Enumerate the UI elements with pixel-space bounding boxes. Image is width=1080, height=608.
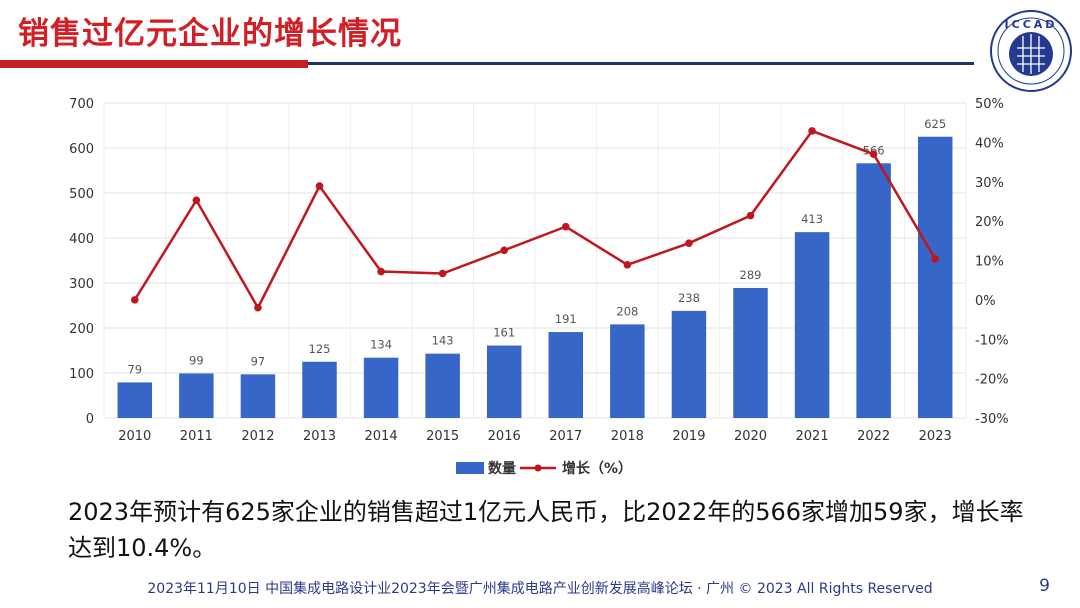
x-axis-tick-label: 2023 <box>919 429 952 444</box>
bar-data-label: 208 <box>616 304 638 318</box>
bar <box>548 332 584 418</box>
bar-data-label: 134 <box>370 338 392 352</box>
footer-text: 2023年11月10日 中国集成电路设计业2023年会暨广州集成电路产业创新发展… <box>147 581 933 597</box>
title-underline-navy <box>308 62 974 65</box>
legend-label-bars: 数量 <box>488 460 516 477</box>
bar-data-label: 238 <box>678 291 700 305</box>
x-axis-tick-label: 2015 <box>426 429 459 444</box>
growth-point <box>438 269 447 278</box>
bar <box>302 361 337 418</box>
growth-line <box>133 129 937 309</box>
legend-marker-growth <box>534 464 542 472</box>
x-axis-tick-label: 2011 <box>180 429 213 444</box>
bar <box>363 357 399 418</box>
right-axis-tick-label: -30% <box>975 412 1009 427</box>
growth-point <box>192 196 201 205</box>
logo-text: ICCAD <box>1005 18 1058 31</box>
bar <box>117 382 153 418</box>
growth-point <box>685 239 693 247</box>
bar-data-labels: 79 99 97 125 134 143 161 191 208 238 289 413 566 625 <box>127 117 946 377</box>
x-axis-tick-label: 2012 <box>241 429 274 444</box>
growth-point <box>623 261 632 269</box>
bar-data-label: 625 <box>924 117 946 131</box>
bar-series <box>117 136 953 418</box>
right-axis-ticks: -30% -20% -10% 0% 10% 20% 30% 40% 50% <box>975 97 1009 427</box>
growth-point <box>931 255 940 263</box>
line-series <box>130 127 940 312</box>
left-axis-tick-label: 0 <box>86 412 94 427</box>
bar-data-label: 191 <box>555 312 577 326</box>
bar-data-label: 289 <box>740 268 762 282</box>
left-axis-tick-label: 400 <box>69 232 94 247</box>
page-title: 销售过亿元企业的增长情况 <box>18 16 402 52</box>
x-axis-tick-label: 2014 <box>365 429 398 444</box>
x-axis-tick-label: 2017 <box>549 429 582 444</box>
bar <box>425 353 460 418</box>
bar-data-label: 125 <box>309 342 331 356</box>
right-axis-tick-label: 20% <box>975 215 1004 230</box>
grid-lines <box>103 102 967 419</box>
bar-data-label: 99 <box>189 353 204 367</box>
bar-data-label: 79 <box>127 362 142 376</box>
growth-point <box>746 211 755 220</box>
title-underline-red <box>0 60 308 68</box>
bar <box>856 163 891 418</box>
x-axis-tick-label: 2021 <box>796 429 829 444</box>
iccad-logo: ICCAD <box>990 10 1072 92</box>
right-axis-tick-label: 30% <box>975 176 1004 191</box>
bar-data-label: 566 <box>863 143 885 157</box>
left-axis-tick-label: 600 <box>69 142 94 157</box>
summary-text: 2023年预计有625家企业的销售超过1亿元人民币，比2022年的566家增加5… <box>68 498 1024 562</box>
left-axis-tick-label: 500 <box>69 187 94 202</box>
bar <box>610 324 645 418</box>
right-axis-tick-label: 10% <box>975 255 1004 270</box>
x-axis-tick-label: 2019 <box>672 429 705 444</box>
left-axis-tick-label: 100 <box>69 367 94 382</box>
bar <box>671 310 707 418</box>
chart-legend: 数量 增长（%） <box>456 460 632 477</box>
left-axis-tick-label: 700 <box>69 97 94 112</box>
growth-point <box>377 267 385 276</box>
right-axis-tick-label: 40% <box>975 136 1004 151</box>
bar-data-label: 161 <box>493 326 515 340</box>
right-axis-tick-label: -10% <box>975 333 1009 348</box>
right-axis-tick-label: 50% <box>975 97 1004 112</box>
bar <box>794 232 830 418</box>
legend-label-growth: 增长（%） <box>562 460 632 477</box>
bar <box>733 287 768 418</box>
page-number: 9 <box>1039 576 1050 596</box>
x-axis-tick-label: 2016 <box>488 429 521 444</box>
bar <box>486 345 522 418</box>
right-axis-tick-label: -20% <box>975 373 1009 388</box>
bar <box>240 374 276 418</box>
x-axis-tick-label: 2018 <box>611 429 644 444</box>
growth-point <box>869 150 878 158</box>
bar-data-label: 97 <box>251 354 266 368</box>
growth-point <box>130 296 139 304</box>
growth-point <box>315 182 324 190</box>
legend-swatch-bars <box>456 462 484 474</box>
chart: 0 100 200 300 400 500 600 700 -30% -20% -10% 0% 10%… <box>69 97 1009 477</box>
growth-point <box>808 127 816 135</box>
growth-point <box>561 222 570 231</box>
x-axis-tick-label: 2010 <box>118 429 151 444</box>
growth-point <box>500 246 509 255</box>
x-axis-tick-label: 2022 <box>857 429 890 444</box>
right-axis-tick-label: 0% <box>975 294 996 309</box>
left-axis-tick-label: 300 <box>69 277 94 292</box>
bar <box>179 373 214 418</box>
x-axis-tick-label: 2013 <box>303 429 336 444</box>
bar-data-label: 413 <box>801 212 823 226</box>
x-axis-tick-label: 2020 <box>734 429 767 444</box>
bar-data-label: 143 <box>432 334 454 348</box>
left-axis-tick-label: 200 <box>69 322 94 337</box>
growth-point <box>254 303 262 312</box>
x-axis-ticks: 2010 2011 2012 2013 2014 2015 2016 2017 2018 2019… <box>118 429 952 444</box>
bar <box>917 136 953 418</box>
left-axis-ticks: 0 100 200 300 400 500 600 700 <box>69 97 94 427</box>
